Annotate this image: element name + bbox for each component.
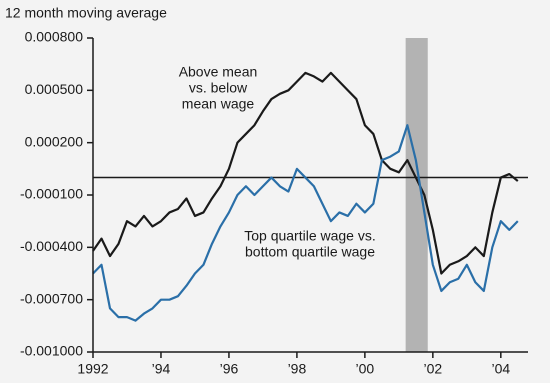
y-axis-label: 12 month moving average xyxy=(5,5,167,21)
annotation: vs. below xyxy=(189,80,248,96)
x-tick-label: ’96 xyxy=(220,361,239,377)
x-tick-label: ’94 xyxy=(152,361,171,377)
y-tick-label: -0.000700 xyxy=(20,290,83,306)
series-line xyxy=(92,124,519,322)
y-tick-label: -0.000100 xyxy=(20,186,83,202)
x-tick-label: ’98 xyxy=(288,361,307,377)
annotation: Top quartile wage vs. xyxy=(244,228,376,244)
y-tick-label: -0.001000 xyxy=(20,343,83,359)
x-tick-label: ’00 xyxy=(356,361,375,377)
y-tick-label: 0.000500 xyxy=(25,81,84,97)
x-tick-label: ’02 xyxy=(424,361,443,377)
annotation: mean wage xyxy=(182,96,255,112)
x-tick-label: ’04 xyxy=(491,361,510,377)
y-tick-label: 0.000200 xyxy=(25,133,84,149)
annotation: bottom quartile wage xyxy=(245,244,375,260)
series-line xyxy=(92,71,519,275)
annotation: Above mean xyxy=(179,64,258,80)
x-tick-label: 1992 xyxy=(77,361,108,377)
y-tick-label: -0.000400 xyxy=(20,238,83,254)
y-tick-label: 0.000800 xyxy=(25,29,84,45)
recession-shade xyxy=(405,38,428,352)
